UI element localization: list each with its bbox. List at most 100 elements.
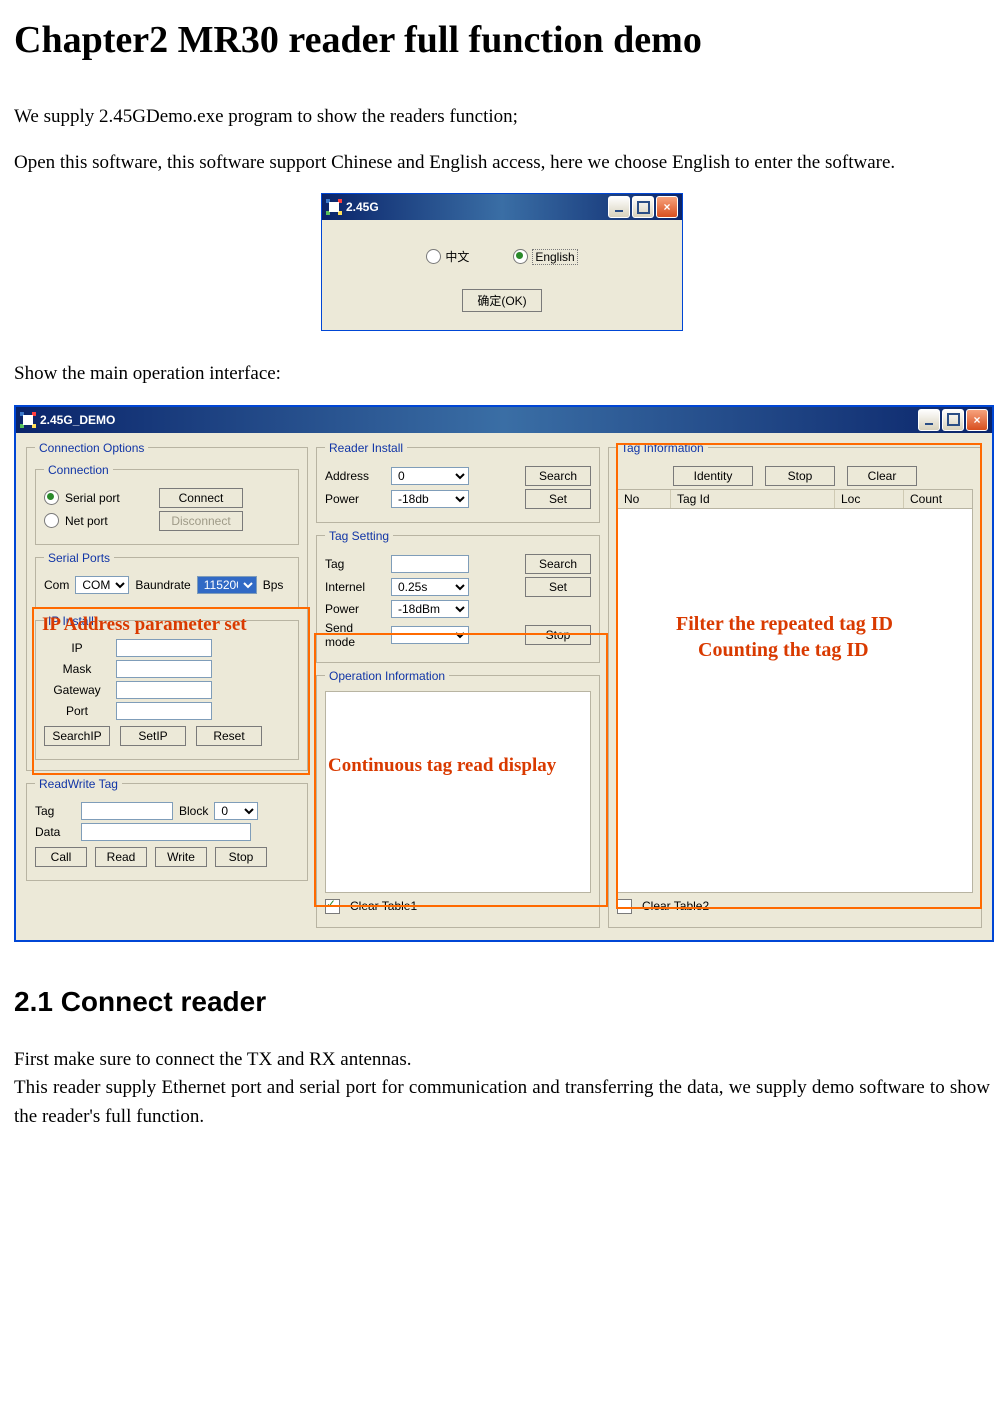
port-input[interactable] (116, 702, 212, 720)
minimize-button[interactable] (608, 196, 630, 218)
sendmode-select[interactable] (391, 626, 469, 644)
radio-icon[interactable] (44, 490, 59, 505)
gateway-input[interactable] (116, 681, 212, 699)
setip-button[interactable]: SetIP (120, 726, 186, 746)
gateway-label: Gateway (44, 683, 110, 697)
group-legend: Tag Setting (325, 529, 393, 543)
com-select[interactable]: COM1 (75, 576, 129, 594)
tag-table-header: No Tag Id Loc Count (617, 489, 973, 509)
internel-label: Internel (325, 580, 385, 594)
serial-ports-group: Serial Ports Com COM1 Baundrate 115200 B… (35, 551, 299, 608)
call-button[interactable]: Call (35, 847, 87, 867)
stop-button[interactable]: Stop (765, 466, 835, 486)
search-button[interactable]: Search (525, 554, 591, 574)
window-titlebar: 2.45G_DEMO × (16, 407, 992, 433)
group-legend: Connection (44, 463, 113, 477)
com-label: Com (44, 578, 69, 592)
address-select[interactable]: 0 (391, 467, 469, 485)
close-button[interactable]: × (656, 196, 678, 218)
tag-setting-group: Tag Setting Tag Search Internel 0.25s Se… (316, 529, 600, 663)
paragraph: We supply 2.45GDemo.exe program to show … (14, 94, 990, 140)
app-icon (326, 199, 342, 215)
group-legend: Tag Information (617, 441, 708, 455)
stop-button[interactable]: Stop (525, 625, 591, 645)
block-select[interactable]: 0 (214, 802, 258, 820)
read-button[interactable]: Read (95, 847, 147, 867)
group-legend: Serial Ports (44, 551, 114, 565)
write-button[interactable]: Write (155, 847, 207, 867)
reset-button[interactable]: Reset (196, 726, 262, 746)
paragraph: This reader supply Ethernet port and ser… (14, 1074, 990, 1131)
tag-input[interactable] (81, 802, 173, 820)
data-input[interactable] (81, 823, 251, 841)
tag-input[interactable] (391, 555, 469, 573)
tag-information-group: Tag Information Identity Stop Clear No T… (608, 441, 982, 928)
ip-label: IP (44, 641, 110, 655)
disconnect-button[interactable]: Disconnect (159, 511, 243, 531)
minimize-button[interactable] (918, 409, 940, 431)
tag-label: Tag (35, 804, 75, 818)
address-label: Address (325, 469, 385, 483)
radio-icon[interactable] (44, 513, 59, 528)
readwrite-tag-group: ReadWrite Tag Tag Block 0 Data Call Read (26, 777, 308, 881)
operation-list (325, 691, 591, 893)
col-loc: Loc (835, 490, 904, 508)
search-button[interactable]: Search (525, 466, 591, 486)
radio-icon (426, 249, 441, 264)
close-button[interactable]: × (966, 409, 988, 431)
bps-label: Bps (263, 578, 284, 592)
app-icon (20, 412, 36, 428)
connect-button[interactable]: Connect (159, 488, 243, 508)
power-select[interactable]: -18db (391, 490, 469, 508)
col-count: Count (904, 490, 972, 508)
internel-select[interactable]: 0.25s (391, 578, 469, 596)
ok-button[interactable]: 确定(OK) (462, 289, 542, 312)
ip-install-group: IP Install IP Mask Gateway Port SearchIP… (35, 614, 299, 760)
clear-table1-checkbox[interactable] (325, 899, 340, 914)
port-label: Port (44, 704, 110, 718)
mask-label: Mask (44, 662, 110, 676)
chapter-title: Chapter2 MR30 reader full function demo (14, 18, 990, 62)
group-legend: Operation Information (325, 669, 449, 683)
identity-button[interactable]: Identity (673, 466, 753, 486)
power-label: Power (325, 492, 385, 506)
power-label: Power (325, 602, 385, 616)
clear-table1-label: Clear Table1 (350, 899, 417, 913)
set-button[interactable]: Set (525, 489, 591, 509)
mask-input[interactable] (116, 660, 212, 678)
sendmode-label: Send mode (325, 621, 385, 649)
net-port-label: Net port (65, 514, 153, 528)
reader-install-group: Reader Install Address 0 Search Power -1… (316, 441, 600, 523)
group-legend: Connection Options (35, 441, 148, 455)
section-title: 2.1 Connect reader (14, 986, 990, 1018)
operation-info-group: Operation Information Clear Table1 (316, 669, 600, 928)
lang-english-option[interactable]: English (513, 248, 577, 265)
group-legend: IP Install (44, 614, 98, 628)
col-tagid: Tag Id (671, 490, 835, 508)
baud-select[interactable]: 115200 (197, 576, 257, 594)
col-no: No (618, 490, 671, 508)
clear-button[interactable]: Clear (847, 466, 917, 486)
clear-table2-checkbox[interactable] (617, 899, 632, 914)
connection-options-group: Connection Options Connection Serial por… (26, 441, 308, 771)
tpower-select[interactable]: -18dBm (391, 600, 469, 618)
maximize-button[interactable] (632, 196, 654, 218)
ip-input[interactable] (116, 639, 212, 657)
group-legend: ReadWrite Tag (35, 777, 122, 791)
main-window: 2.45G_DEMO × Connection Options Connecti… (14, 405, 994, 942)
data-label: Data (35, 825, 75, 839)
paragraph: Open this software, this software suppor… (14, 140, 990, 186)
option-label: English (532, 249, 577, 265)
stop-button[interactable]: Stop (215, 847, 267, 867)
tag-table-body (617, 509, 973, 893)
set-button[interactable]: Set (525, 577, 591, 597)
group-legend: Reader Install (325, 441, 407, 455)
maximize-button[interactable] (942, 409, 964, 431)
lang-chinese-option[interactable]: 中文 (426, 248, 469, 265)
clear-table2-label: Clear Table2 (642, 899, 709, 913)
option-label: 中文 (445, 248, 469, 265)
searchip-button[interactable]: SearchIP (44, 726, 110, 746)
paragraph: Show the main operation interface: (14, 351, 990, 397)
radio-icon (513, 249, 528, 264)
connection-group: Connection Serial port Connect Net port … (35, 463, 299, 545)
